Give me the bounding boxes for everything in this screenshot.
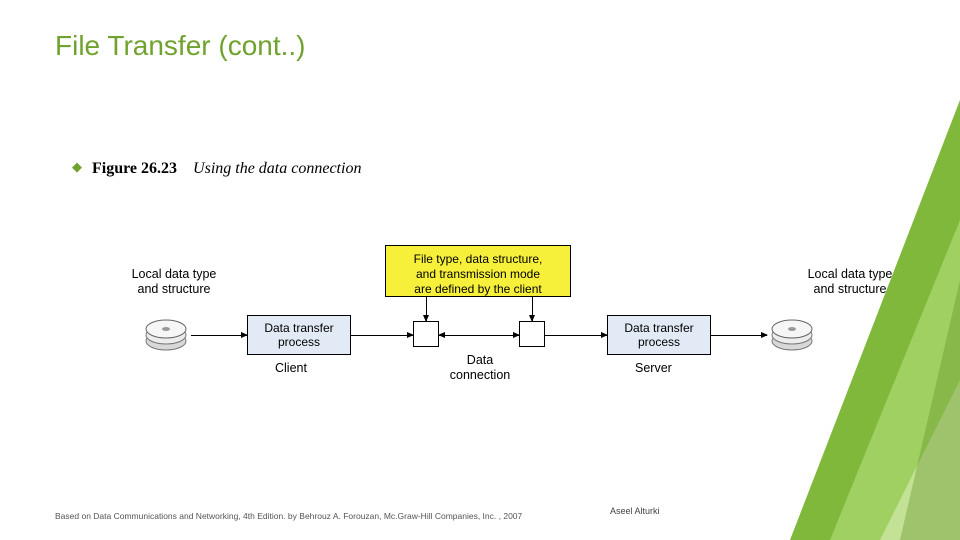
yellow-line-3: are defined by the client [394, 282, 562, 297]
disk-right-icon [769, 311, 815, 353]
diagram: File type, data structure, and transmiss… [55, 245, 905, 415]
server-proc-line-2: process [624, 335, 693, 349]
arrow-endpoint-to-server [545, 335, 607, 336]
right-local-line-1: Local data type [795, 267, 905, 282]
arrow-yellow-to-server-box [532, 297, 533, 321]
disk-left-icon [143, 311, 189, 353]
right-local-line-2: and structure [795, 282, 905, 297]
yellow-line-1: File type, data structure, [394, 252, 562, 267]
figure-caption: Using the data connection [193, 160, 361, 178]
left-local-label: Local data type and structure [119, 267, 229, 297]
footer-author: Aseel Alturki [610, 506, 660, 516]
client-proc-line-2: process [264, 335, 333, 349]
client-label: Client [275, 361, 307, 375]
arrow-disk-to-client [191, 335, 247, 336]
figure-caption-row: ◆ Figure 26.23 Using the data connection [72, 160, 361, 178]
footer-page: 26. 50 [815, 506, 840, 516]
slide-title: File Transfer (cont..) [55, 30, 306, 62]
slide: File Transfer (cont..) ◆ Figure 26.23 Us… [0, 0, 960, 540]
figure-label: Figure 26.23 [92, 160, 177, 178]
server-proc-line-1: Data transfer [624, 321, 693, 335]
server-endpoint-box [519, 321, 545, 347]
server-label: Server [635, 361, 672, 375]
yellow-info-box: File type, data structure, and transmiss… [385, 245, 571, 297]
server-process-box: Data transfer process [607, 315, 711, 355]
arrow-data-connection [439, 335, 519, 336]
dc-line-2: connection [448, 368, 512, 383]
arrow-server-to-disk [711, 335, 767, 336]
left-local-line-1: Local data type [119, 267, 229, 282]
title-text: File Transfer (cont..) [55, 30, 306, 61]
arrow-yellow-to-client-box [426, 297, 427, 321]
client-process-box: Data transfer process [247, 315, 351, 355]
client-proc-line-1: Data transfer [264, 321, 333, 335]
yellow-line-2: and transmission mode [394, 267, 562, 282]
left-local-line-2: and structure [119, 282, 229, 297]
client-endpoint-box [413, 321, 439, 347]
right-local-label: Local data type and structure [795, 267, 905, 297]
dc-line-1: Data [448, 353, 512, 368]
arrow-client-to-endpoint [351, 335, 413, 336]
bullet-diamond-icon: ◆ [72, 159, 82, 175]
data-connection-label: Data connection [448, 353, 512, 383]
footer-citation: Based on Data Communications and Network… [55, 511, 555, 522]
